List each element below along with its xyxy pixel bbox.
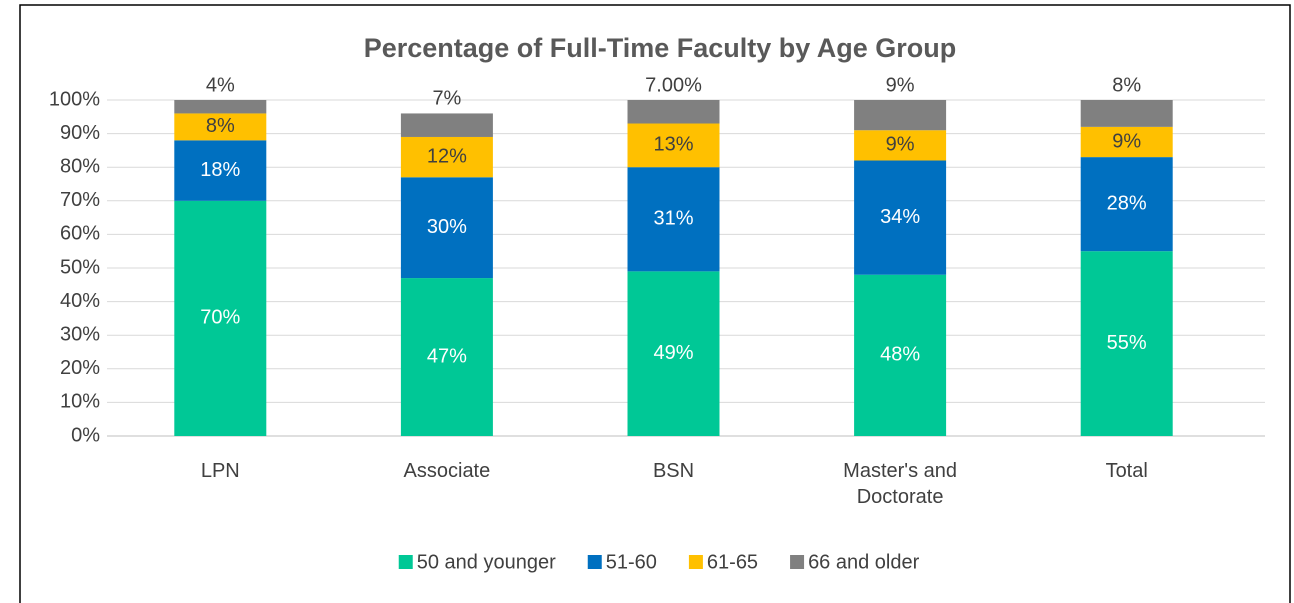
data-label: 4% (206, 74, 235, 96)
x-tick-label: Total (1105, 460, 1148, 482)
bar-segment (854, 100, 947, 131)
bar-segment (854, 274, 947, 436)
data-label: 18% (200, 159, 240, 181)
bar-segment (854, 130, 947, 161)
y-tick-label: 10% (60, 391, 100, 413)
data-label: 34% (880, 206, 920, 228)
legend-label: 51-60 (606, 551, 657, 573)
bar-segment (627, 100, 720, 124)
data-label: 7.00% (645, 74, 702, 96)
x-tick-label: Associate (403, 460, 491, 482)
bar-segment (400, 113, 493, 137)
legend-label: 66 and older (808, 551, 920, 573)
x-tick-label: BSN (652, 460, 695, 482)
data-label: 48% (880, 344, 920, 366)
bar-segment (627, 271, 720, 436)
data-label: 28% (1107, 192, 1147, 214)
bar-segment (1080, 100, 1173, 127)
legend-marker (587, 555, 602, 569)
data-label: 31% (653, 208, 693, 230)
y-tick-label: 60% (60, 223, 100, 245)
data-label: 7% (432, 88, 461, 110)
bar-segment (1080, 126, 1173, 158)
data-label: 12% (427, 145, 467, 167)
data-label: 30% (427, 216, 467, 238)
legend-label: 61-65 (707, 551, 758, 573)
y-tick-label: 20% (60, 357, 100, 379)
legend-marker (398, 555, 413, 569)
y-tick-label: 40% (60, 290, 100, 312)
bar-segment (627, 123, 720, 168)
bar-segment (174, 113, 267, 141)
data-label: 9% (1112, 130, 1141, 152)
y-tick-label: 50% (60, 256, 100, 278)
bar-segment (627, 167, 720, 272)
data-label: 47% (427, 345, 467, 367)
y-tick-label: 0% (71, 424, 100, 446)
data-label: 49% (653, 342, 693, 364)
bar-segment (854, 160, 947, 275)
data-label: 13% (653, 134, 693, 156)
y-tick-label: 80% (60, 155, 100, 177)
bar-segment (174, 140, 267, 201)
bar-segment (400, 177, 493, 279)
data-label: 55% (1107, 332, 1147, 354)
x-tick-label: Master's and Doctorate (843, 460, 958, 508)
chart-title: Percentage of Full-Time Faculty by Age G… (364, 33, 957, 63)
data-label: 9% (886, 134, 915, 156)
bar-segment (174, 100, 267, 114)
y-tick-label: 100% (49, 88, 100, 110)
bar-segment (400, 278, 493, 436)
x-tick-label: LPN (200, 460, 240, 482)
data-label: 8% (206, 115, 235, 137)
bar-segment (1080, 251, 1173, 436)
bar-segment (174, 200, 267, 436)
bar-segment (1080, 157, 1173, 252)
y-tick-label: 90% (60, 122, 100, 144)
y-tick-label: 30% (60, 323, 100, 345)
frame (19, 4, 1291, 603)
y-tick-label: 70% (60, 189, 100, 211)
legend-marker (688, 555, 703, 569)
legend-marker (790, 555, 805, 569)
bar-segment (400, 136, 493, 178)
data-label: 70% (200, 307, 240, 329)
legend-label: 50 and younger (417, 551, 556, 573)
data-label: 8% (1112, 74, 1141, 96)
data-label: 9% (886, 74, 915, 96)
